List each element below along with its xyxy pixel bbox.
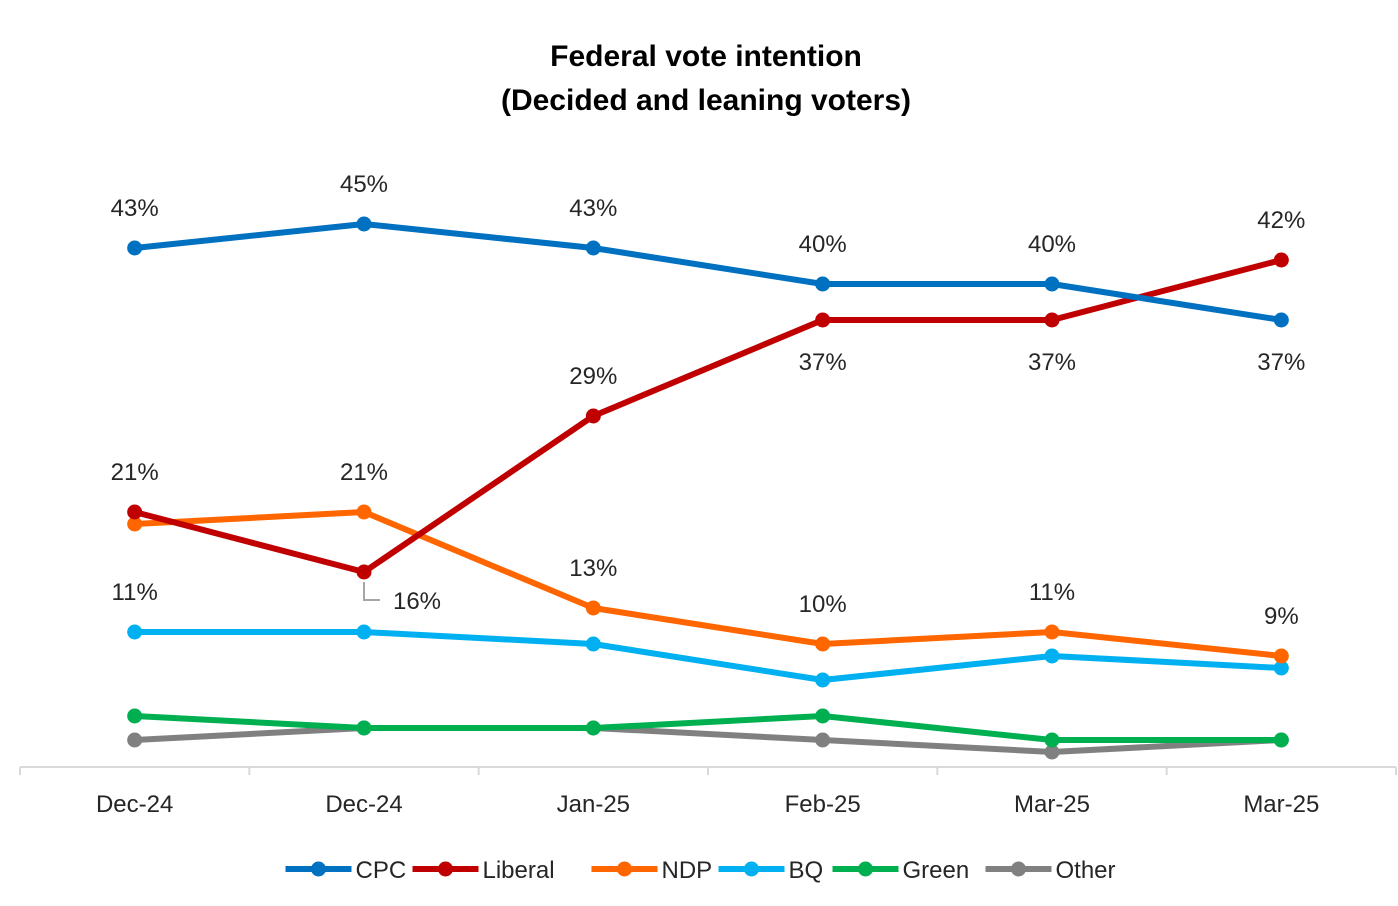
data-point-cpc (585, 240, 601, 256)
legend-item-liberal[interactable]: Liberal (412, 857, 555, 884)
chart-subtitle: (Decided and leaning voters) (501, 84, 911, 117)
data-point-bq (356, 624, 372, 640)
data-point-ndp (1273, 648, 1289, 664)
chart-title: Federal vote intention (550, 40, 862, 73)
series-line-green (134, 713, 1282, 743)
data-point-ndp (585, 600, 601, 616)
data-label: 43% (111, 195, 159, 222)
data-label: 16% (393, 588, 441, 615)
x-axis (19, 766, 1397, 775)
data-label: 29% (569, 363, 617, 390)
series-ndp (127, 504, 1289, 664)
data-label: 37% (1028, 349, 1076, 376)
x-tick-label: Jan-25 (557, 791, 630, 818)
data-label: 13% (569, 555, 617, 582)
data-point-green (1273, 732, 1289, 748)
series-line-cpc (134, 221, 1282, 323)
data-point-green (127, 708, 143, 724)
data-point-liberal (356, 564, 372, 580)
data-label: 43% (569, 195, 617, 222)
legend-label: Green (903, 857, 970, 884)
data-point-green (585, 720, 601, 736)
series-line-bq (134, 629, 1282, 683)
callout-leader (363, 582, 380, 601)
series-layer (127, 216, 1289, 760)
legend-label: CPC (356, 857, 407, 884)
x-tick-label: Feb-25 (785, 791, 861, 818)
data-label: 21% (340, 459, 388, 486)
x-tick-label: Dec-24 (96, 791, 173, 818)
series-line-other (134, 725, 1282, 755)
legend-marker-icon (1011, 861, 1026, 877)
data-label: 10% (799, 591, 847, 618)
legend-label: Other (1056, 857, 1116, 884)
data-point-cpc (356, 216, 372, 232)
data-point-cpc (127, 240, 143, 256)
legend-marker-icon (858, 861, 873, 877)
data-point-other (815, 732, 831, 748)
data-point-cpc (815, 276, 831, 292)
legend-label: BQ (789, 857, 824, 884)
legend-item-green[interactable]: Green (832, 857, 970, 884)
data-point-ndp (127, 516, 143, 532)
data-point-liberal (815, 312, 831, 328)
data-label: 37% (799, 349, 847, 376)
data-point-cpc (1044, 276, 1060, 292)
data-label: 9% (1264, 603, 1299, 630)
x-tick-labels: Dec-24 Dec-24 Jan-25 Feb-25 Mar-25 Mar-25 (96, 791, 1319, 818)
series-cpc (127, 216, 1289, 328)
data-point-green (356, 720, 372, 736)
legend-marker-icon (617, 861, 632, 877)
data-point-bq (815, 672, 831, 688)
data-label: 37% (1257, 349, 1305, 376)
legend-item-other[interactable]: Other (985, 857, 1116, 884)
data-point-ndp (815, 636, 831, 652)
data-point-bq (1044, 648, 1060, 664)
series-liberal (127, 252, 1289, 580)
data-point-ndp (356, 504, 372, 520)
legend-label: Liberal (483, 857, 555, 884)
series-green (127, 708, 1289, 748)
data-point-bq (585, 636, 601, 652)
legend-item-bq[interactable]: BQ (718, 857, 824, 884)
data-point-cpc (1273, 312, 1289, 328)
data-label: 11% (112, 579, 158, 606)
legend-item-ndp[interactable]: NDP (591, 857, 713, 884)
legend-marker-icon (311, 861, 326, 877)
data-label: 42% (1257, 207, 1305, 234)
x-tick-label: Mar-25 (1014, 791, 1090, 818)
data-point-liberal (1044, 312, 1060, 328)
legend-label: NDP (662, 857, 713, 884)
data-label: 40% (799, 231, 847, 258)
data-point-bq (1273, 660, 1289, 676)
series-bq (127, 624, 1289, 688)
data-point-green (815, 708, 831, 724)
legend-item-cpc[interactable]: CPC (285, 857, 407, 884)
data-point-green (1044, 732, 1060, 748)
data-label: 21% (111, 459, 159, 486)
data-point-ndp (1044, 624, 1060, 640)
data-labels: 43% 45% 43% 40% 40% 37% 21% 16% 29% 37% 37% 42% 21% 1… (111, 171, 1306, 630)
data-label: 11% (1029, 579, 1075, 606)
x-tick-label: Mar-25 (1243, 791, 1319, 818)
data-point-other (1044, 744, 1060, 760)
legend-marker-icon (744, 861, 759, 877)
x-tick-label: Dec-24 (325, 791, 402, 818)
data-point-liberal (127, 504, 143, 520)
data-point-liberal (585, 408, 601, 424)
data-point-other (127, 732, 143, 748)
data-label: 40% (1028, 231, 1076, 258)
data-point-liberal (1273, 252, 1289, 268)
data-point-bq (127, 624, 143, 640)
legend: CPC Liberal NDP BQ Green Other (285, 857, 1116, 884)
series-line-ndp (134, 509, 1282, 659)
data-label: 45% (340, 171, 388, 198)
series-line-liberal (133, 257, 1283, 575)
legend-marker-icon (438, 861, 453, 877)
